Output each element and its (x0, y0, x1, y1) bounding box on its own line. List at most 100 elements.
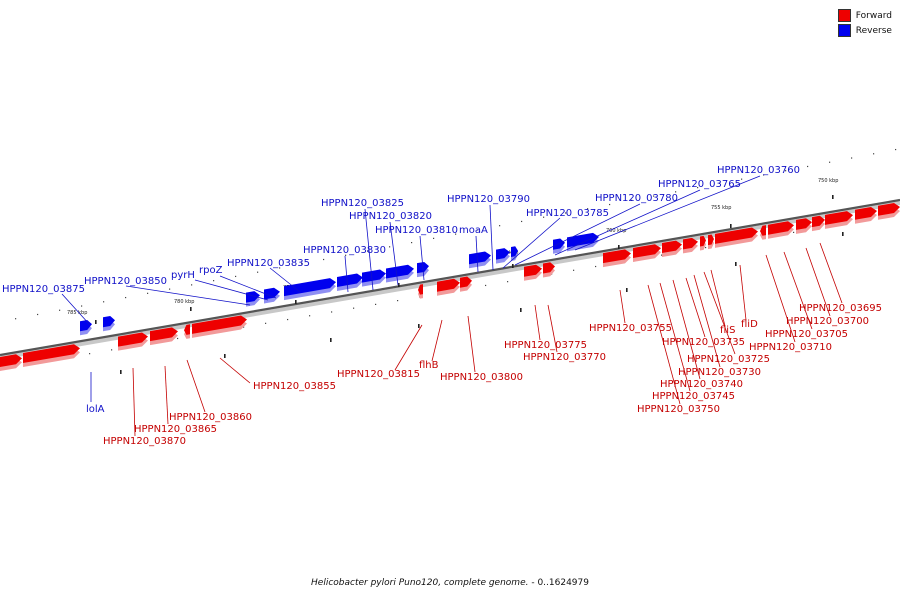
minor-tick (59, 309, 61, 311)
leader-line (659, 282, 691, 392)
minor-tick (257, 271, 259, 273)
legend-reverse: Reverse (837, 23, 892, 38)
minor-tick (653, 195, 655, 197)
gene-label: HPPN120_03725 (687, 354, 770, 365)
major-tick (626, 288, 628, 292)
minor-tick (213, 280, 215, 282)
minor-tick (873, 153, 875, 155)
forward-swatch (837, 9, 851, 22)
forward-gene-arrow (524, 264, 542, 277)
minor-tick (265, 322, 267, 324)
minor-tick (565, 212, 567, 214)
forward-gene-arrow (460, 276, 472, 288)
forward-gene-arrow (23, 344, 80, 364)
leader-line (672, 279, 701, 380)
minor-tick (279, 267, 281, 269)
minor-tick (411, 241, 413, 244)
minor-tick (829, 161, 831, 163)
minor-tick (81, 305, 83, 307)
gene-features (0, 203, 900, 371)
minor-tick (807, 165, 809, 168)
reverse-gene-arrow (386, 264, 414, 279)
gene-label: HPPN120_03800 (440, 372, 523, 383)
leader-line (783, 251, 813, 330)
forward-gene-arrow (812, 215, 825, 228)
minor-tick (375, 303, 377, 305)
minor-tick (609, 203, 611, 206)
minor-tick (89, 353, 91, 355)
major-tick (224, 354, 226, 358)
gene-labels: HPPN120_03875 lolA HPPN120_03850 pyrH rpoZ HP… (2, 165, 882, 447)
forward-gene-arrow (700, 235, 706, 247)
forward-gene-arrow (633, 244, 661, 258)
caption-organism: Helicobacter pylori Puno120, complete ge… (311, 578, 529, 588)
major-tick (512, 264, 514, 268)
reverse-swatch (837, 24, 851, 37)
major-tick (735, 262, 737, 266)
reverse-gene-arrow (511, 246, 518, 257)
legend-forward-label: Forward (855, 10, 892, 21)
major-tick (330, 338, 332, 342)
gene-label: HPPN120_03860 (169, 412, 252, 423)
map-caption: Helicobacter pylori Puno120, complete ge… (0, 578, 900, 588)
gene-label: lolA (86, 404, 105, 415)
minor-tick (485, 284, 487, 287)
leader-line (389, 221, 399, 286)
forward-gene-arrow (662, 240, 682, 253)
leader-line (685, 277, 706, 338)
forward-gene-arrow (118, 332, 148, 347)
minor-tick (367, 250, 369, 252)
major-tick (120, 370, 122, 374)
minor-tick (851, 157, 853, 159)
kbp-tick-label: 750 kbp (818, 178, 838, 184)
minor-tick (323, 258, 325, 261)
gene-label: HPPN120_03825 (321, 198, 404, 209)
gene-label: HPPN120_03780 (595, 193, 678, 204)
gene-label: fliD (741, 319, 758, 330)
reverse-gene-arrow (337, 273, 363, 287)
forward-gene-arrow (603, 249, 631, 264)
minor-tick (397, 300, 399, 302)
leader-line (489, 204, 494, 271)
gene-label: HPPN120_03700 (786, 316, 869, 327)
minor-tick (345, 254, 347, 256)
leader-line (467, 315, 476, 373)
forward-gene-arrow (683, 237, 698, 250)
reverse-gene-arrow (496, 248, 510, 260)
gene-label: HPPN120_03695 (799, 303, 882, 314)
gene-label: HPPN120_03745 (652, 391, 735, 402)
major-tick (95, 320, 97, 324)
label-leader-lines (61, 175, 843, 437)
minor-tick (499, 225, 501, 227)
gene-label: HPPN120_03820 (349, 211, 432, 222)
forward-gene-arrow (715, 227, 758, 244)
minor-tick (353, 307, 355, 309)
leader-line (344, 255, 349, 293)
minor-tick (507, 281, 509, 283)
leader-line (431, 319, 443, 362)
minor-tick (477, 229, 479, 231)
gene-label: rpoZ (199, 265, 223, 276)
minor-tick (675, 191, 677, 193)
major-tick (418, 324, 420, 328)
reverse-gene-arrow (80, 319, 92, 332)
minor-tick (697, 187, 699, 189)
gene-label: moaA (459, 225, 488, 236)
minor-tick (125, 296, 127, 299)
leader-line (364, 208, 374, 291)
forward-gene-arrow (855, 206, 877, 220)
minor-tick (631, 199, 633, 201)
gene-label: fliS (720, 325, 735, 336)
minor-tick (147, 292, 149, 294)
minor-tick (191, 284, 193, 286)
forward-gene-arrow (437, 278, 460, 292)
minor-tick (111, 349, 113, 351)
minor-tick (15, 318, 17, 320)
legend: Forward Reverse (837, 8, 892, 38)
forward-gene-arrow (0, 354, 22, 367)
forward-gene-arrow (184, 324, 190, 335)
minor-tick (243, 326, 245, 328)
kbp-tick-label: 760 kbp (606, 228, 626, 234)
forward-gene-arrow (878, 203, 900, 216)
leader-line (61, 293, 91, 326)
